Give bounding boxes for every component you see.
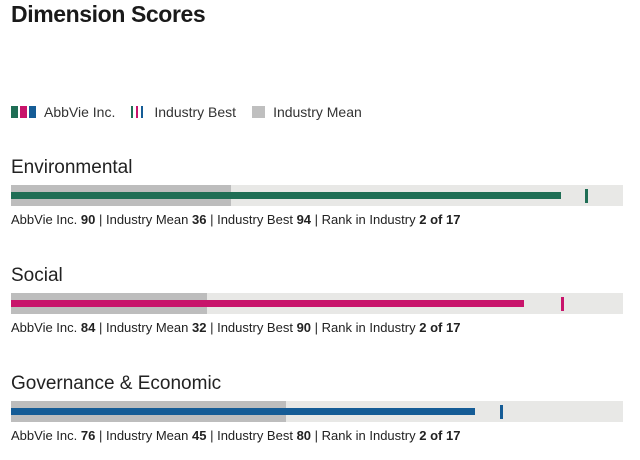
dimension-social: Social AbbVie Inc. 84 | Industry Mean 32… [11, 264, 623, 336]
dimension-title: Social [11, 265, 63, 286]
dimension-title: Environmental [11, 157, 133, 178]
dimension-stats: AbbVie Inc. 90 | Industry Mean 36 | Indu… [11, 212, 623, 228]
stats-rank-value: 2 of 17 [419, 320, 461, 335]
stats-best-value: 80 [296, 428, 312, 443]
stats-rank-label: Rank in Industry [321, 428, 416, 443]
stats-score-value: 84 [80, 320, 96, 335]
stats-separator: | [314, 212, 322, 227]
stats-company-label: AbbVie Inc. [11, 428, 78, 443]
legend-item-best: Industry Best [131, 104, 236, 120]
dimension-governance: Governance & Economic AbbVie Inc. 76 | I… [11, 372, 623, 444]
legend-swatch-environmental [11, 106, 18, 118]
legend-swatch-social [20, 106, 27, 118]
legend-tick-governance [141, 106, 144, 118]
dimension-title: Governance & Economic [11, 373, 222, 394]
stats-rank-value: 2 of 17 [419, 212, 461, 227]
stats-separator: | [210, 320, 218, 335]
stats-best-value: 90 [296, 320, 312, 335]
bar-track [11, 401, 623, 422]
best-tick [561, 297, 564, 311]
legend-label-best: Industry Best [154, 104, 237, 120]
stats-rank-label: Rank in Industry [321, 212, 416, 227]
stats-rank-label: Rank in Industry [321, 320, 416, 335]
stats-separator: | [98, 212, 106, 227]
legend-tick-social [136, 106, 139, 118]
stats-separator: | [210, 212, 218, 227]
stats-score-value: 76 [80, 428, 96, 443]
bar-track [11, 293, 623, 314]
stats-best-label: Industry Best [217, 212, 293, 227]
page-title: Dimension Scores [11, 1, 206, 27]
stats-best-label: Industry Best [217, 428, 293, 443]
legend-item-mean: Industry Mean [252, 104, 362, 120]
stats-mean-label: Industry Mean [105, 320, 189, 335]
stats-mean-value: 36 [191, 212, 207, 227]
score-bar [11, 192, 561, 199]
stats-mean-value: 32 [191, 320, 207, 335]
dimension-stats: AbbVie Inc. 76 | Industry Mean 45 | Indu… [11, 428, 623, 444]
stats-separator: | [314, 428, 322, 443]
stats-mean-label: Industry Mean [105, 428, 189, 443]
dimension-environmental: Environmental AbbVie Inc. 90 | Industry … [11, 156, 623, 228]
dimension-stats: AbbVie Inc. 84 | Industry Mean 32 | Indu… [11, 320, 623, 336]
best-tick [585, 189, 588, 203]
stats-rank-value: 2 of 17 [419, 428, 461, 443]
legend-item-company: AbbVie Inc. [11, 104, 115, 120]
stats-score-value: 90 [80, 212, 96, 227]
stats-best-label: Industry Best [217, 320, 293, 335]
stats-company-label: AbbVie Inc. [11, 320, 78, 335]
legend-swatch-best [131, 106, 146, 118]
legend-tick-environmental [131, 106, 134, 118]
legend-swatch-mean [252, 106, 266, 118]
bar-track [11, 185, 623, 206]
stats-company-label: AbbVie Inc. [11, 212, 78, 227]
stats-separator: | [210, 428, 218, 443]
stats-separator: | [98, 428, 106, 443]
chart-legend: AbbVie Inc. Industry Best Industry Mean [11, 103, 378, 121]
legend-label-mean: Industry Mean [273, 104, 362, 120]
stats-mean-value: 45 [191, 428, 207, 443]
legend-swatch-governance [29, 106, 36, 118]
legend-swatch-company [11, 106, 36, 118]
score-bar [11, 300, 524, 307]
legend-label-company: AbbVie Inc. [44, 104, 116, 120]
score-bar [11, 408, 475, 415]
stats-separator: | [314, 320, 322, 335]
best-tick [500, 405, 503, 419]
stats-separator: | [98, 320, 106, 335]
stats-mean-label: Industry Mean [105, 212, 189, 227]
stats-best-value: 94 [296, 212, 312, 227]
